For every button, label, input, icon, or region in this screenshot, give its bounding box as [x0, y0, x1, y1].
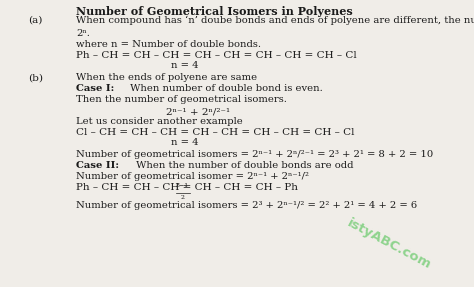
Text: Case I:: Case I:: [76, 84, 114, 93]
Text: n = 4: n = 4: [171, 138, 198, 147]
Text: istyABC.com: istyABC.com: [345, 216, 433, 272]
Text: (b): (b): [28, 73, 44, 82]
Text: Number of geometrical isomers = 2³ + 2ⁿ⁻¹/² = 2² + 2¹ = 4 + 2 = 6: Number of geometrical isomers = 2³ + 2ⁿ⁻…: [76, 201, 417, 210]
Text: 2ⁿ.: 2ⁿ.: [76, 29, 90, 38]
Text: (a): (a): [28, 16, 43, 25]
Text: When the number of double bonds are odd: When the number of double bonds are odd: [133, 161, 353, 170]
Text: Ph – CH = CH – CH = CH – CH = CH – Ph: Ph – CH = CH – CH = CH – CH = CH – Ph: [76, 183, 298, 192]
Text: Then the number of geometrical isomers.: Then the number of geometrical isomers.: [76, 95, 287, 104]
Text: 2: 2: [181, 195, 184, 199]
Text: Cl – CH = CH – CH = CH – CH = CH – CH = CH – Cl: Cl – CH = CH – CH = CH – CH = CH – CH = …: [76, 128, 355, 137]
Text: When number of double bond is even.: When number of double bond is even.: [127, 84, 322, 93]
Text: Number of geometrical isomer = 2ⁿ⁻¹ + 2ⁿ⁻¹/²: Number of geometrical isomer = 2ⁿ⁻¹ + 2ⁿ…: [76, 172, 309, 181]
Text: When compound has ‘n’ doube bonds and ends of polyene are different, the number : When compound has ‘n’ doube bonds and en…: [76, 16, 474, 25]
Text: When the ends of polyene are same: When the ends of polyene are same: [76, 73, 257, 82]
Text: Number of Geometrical Isomers in Polyenes: Number of Geometrical Isomers in Polyene…: [76, 6, 353, 17]
Text: Case II:: Case II:: [76, 161, 119, 170]
Text: 3−1: 3−1: [176, 183, 189, 188]
Text: Let us consider another example: Let us consider another example: [76, 117, 243, 126]
Text: 2ⁿ⁻¹ + 2ⁿ/²⁻¹: 2ⁿ⁻¹ + 2ⁿ/²⁻¹: [166, 107, 230, 116]
Text: n = 4: n = 4: [171, 61, 198, 69]
Text: where n = Number of double bonds.: where n = Number of double bonds.: [76, 40, 261, 49]
Text: Ph – CH = CH – CH = CH – CH = CH – CH = CH – Cl: Ph – CH = CH – CH = CH – CH = CH – CH = …: [76, 51, 356, 59]
Text: Number of geometrical isomers = 2ⁿ⁻¹ + 2ⁿ/²⁻¹ = 2³ + 2¹ = 8 + 2 = 10: Number of geometrical isomers = 2ⁿ⁻¹ + 2…: [76, 150, 433, 159]
